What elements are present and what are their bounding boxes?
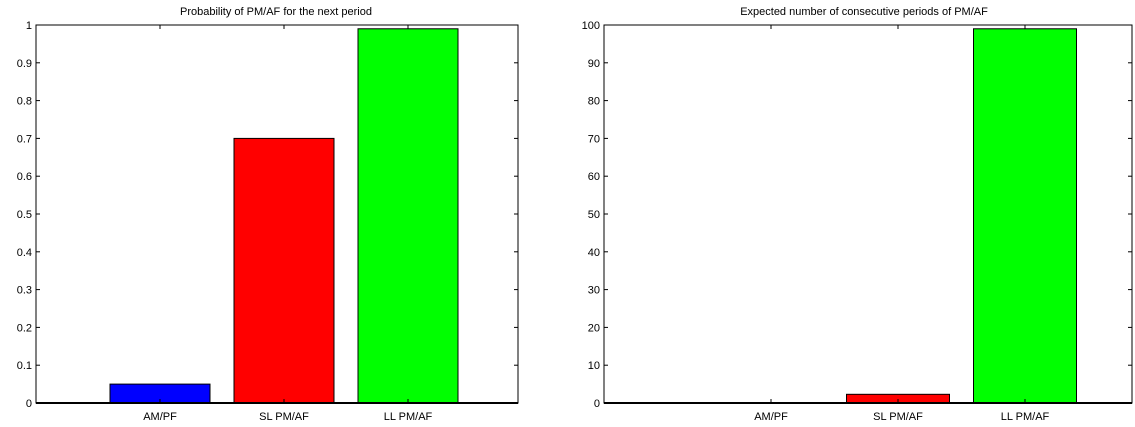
x-tick-label: LL PM/AF (1001, 411, 1050, 423)
bar-ll-pm-af (357, 28, 459, 404)
bar-ll-pm-af (973, 28, 1077, 404)
y-tick-label: 0.9 (17, 58, 32, 70)
y-tick-label: 0.4 (17, 247, 32, 259)
x-tick-label: AM/PF (754, 411, 788, 423)
y-tick-label: 30 (588, 285, 600, 297)
y-tick-label: 0 (594, 398, 600, 410)
x-axis: AM/PF SL PM/AF LL PM/AF (143, 25, 433, 423)
y-axis: 0 0.1 0.2 0.3 0.4 0.5 0.6 0.7 0.8 0.9 1 (17, 20, 518, 410)
y-tick-label: 70 (588, 133, 600, 145)
y-tick-label: 0.3 (17, 285, 32, 297)
x-tick-label: LL PM/AF (384, 411, 433, 423)
y-tick-label: 50 (588, 209, 600, 221)
consecutive-periods-chart: Expected number of consecutive periods o… (582, 6, 1133, 423)
x-tick-label: SL PM/AF (873, 411, 923, 423)
y-tick-label: 60 (588, 171, 600, 183)
y-tick-label: 90 (588, 58, 600, 70)
y-tick-label: 10 (588, 360, 600, 372)
chart-title: Probability of PM/AF for the next period (180, 6, 372, 18)
y-tick-label: 100 (582, 20, 600, 32)
y-tick-label: 0.5 (17, 209, 32, 221)
y-tick-label: 0.1 (17, 360, 32, 372)
y-tick-label: 40 (588, 247, 600, 259)
bar-sl-pm-af (233, 137, 335, 404)
y-tick-label: 0 (26, 398, 32, 410)
x-tick-label: AM/PF (143, 411, 177, 423)
chart-title: Expected number of consecutive periods o… (740, 6, 988, 18)
y-tick-label: 0.7 (17, 133, 32, 145)
y-tick-label: 1 (26, 20, 32, 32)
bar-group (109, 28, 459, 404)
y-tick-label: 0.2 (17, 322, 32, 334)
bar-group (719, 28, 1077, 404)
y-axis: 0 10 20 30 40 50 60 70 80 90 100 (582, 20, 1132, 410)
y-tick-label: 0.8 (17, 96, 32, 108)
y-tick-label: 20 (588, 322, 600, 334)
probability-chart: Probability of PM/AF for the next period… (17, 6, 519, 423)
y-tick-label: 0.6 (17, 171, 32, 183)
x-tick-label: SL PM/AF (259, 411, 309, 423)
y-tick-label: 80 (588, 96, 600, 108)
x-axis: AM/PF SL PM/AF LL PM/AF (754, 25, 1050, 423)
